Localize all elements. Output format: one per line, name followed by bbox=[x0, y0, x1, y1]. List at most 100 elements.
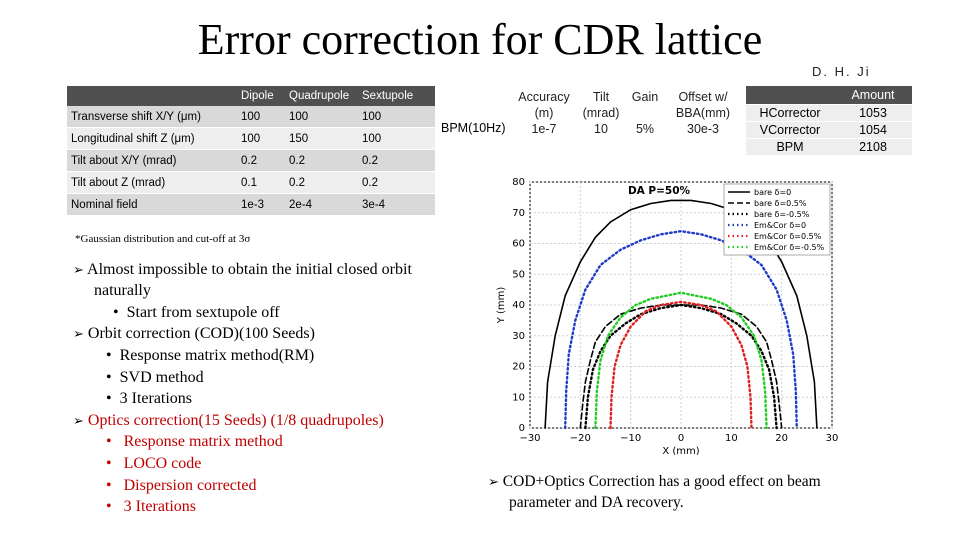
table-row: Tilt about X/Y (mrad) 0.2 0.2 0.2 bbox=[67, 149, 435, 172]
corrector-header-blank bbox=[746, 86, 834, 105]
corrector-amount: 1054 bbox=[834, 121, 912, 139]
x-tick-label: −10 bbox=[620, 433, 641, 444]
quadrupole-value: 0.2 bbox=[285, 149, 358, 172]
error-table-header-dipole: Dipole bbox=[237, 86, 285, 106]
bullet-1-cont: naturally bbox=[94, 282, 151, 299]
bullet-4-text: COD+Optics Correction has a good effect … bbox=[502, 473, 821, 490]
bpm-tilt-header: Tilt bbox=[592, 90, 610, 104]
y-tick-label: 60 bbox=[512, 239, 525, 250]
bpm-gain-value: 5% bbox=[635, 122, 655, 136]
bpm-tilt-col: Tilt (mrad) 10 bbox=[576, 89, 626, 137]
sub-bullet-text: LOCO code bbox=[123, 455, 202, 472]
bullet-1-text: Almost impossible to obtain the initial … bbox=[87, 261, 412, 278]
y-tick-label: 30 bbox=[512, 331, 525, 342]
legend-entry: bare δ=-0.5% bbox=[754, 210, 810, 219]
bpm-offset-value: 30e-3 bbox=[687, 122, 719, 136]
y-tick-label: 70 bbox=[512, 208, 525, 219]
dipole-value: 0.2 bbox=[237, 149, 285, 172]
row-label: Tilt about Z (mrad) bbox=[67, 171, 237, 194]
bpm-offset-col: Offset w/ BBA(mm) 30e-3 bbox=[668, 89, 738, 137]
legend-entry: Em&Cor δ=-0.5% bbox=[754, 243, 825, 252]
x-tick-label: 30 bbox=[826, 433, 839, 444]
table-row: BPM 2108 bbox=[746, 138, 912, 155]
sextupole-value: 3e-4 bbox=[358, 193, 435, 216]
sub-bullet-text: Start from sextupole off bbox=[126, 304, 280, 321]
corrector-name: VCorrector bbox=[746, 121, 834, 139]
error-table-header-label bbox=[67, 86, 237, 106]
x-tick-label: −20 bbox=[570, 433, 591, 444]
sextupole-value: 0.2 bbox=[358, 149, 435, 172]
bullet-2: ➢ Orbit correction (COD)(100 Seeds) bbox=[73, 323, 315, 345]
table-row: Nominal field 1e-3 2e-4 3e-4 bbox=[67, 193, 435, 216]
arrow-bullet-icon: ➢ bbox=[73, 263, 84, 278]
corrector-table-header: Amount bbox=[746, 86, 912, 105]
quadrupole-value: 2e-4 bbox=[285, 193, 358, 216]
x-tick-label: 10 bbox=[725, 433, 738, 444]
y-axis-label: Y (mm) bbox=[496, 287, 507, 325]
row-label: Nominal field bbox=[67, 193, 237, 216]
corrector-header-amount: Amount bbox=[851, 88, 895, 102]
bpm-tilt-value: 10 bbox=[594, 122, 608, 136]
series-line-1 bbox=[579, 304, 783, 429]
dipole-value: 0.1 bbox=[237, 171, 285, 194]
sub-bullet: • Response matrix method bbox=[106, 433, 283, 450]
sextupole-value: 100 bbox=[358, 127, 435, 150]
dipole-value: 1e-3 bbox=[237, 193, 285, 216]
legend-box bbox=[723, 183, 831, 256]
error-table-header-quadrupole: Quadrupole bbox=[285, 86, 358, 106]
sub-bullet: • SVD method bbox=[106, 369, 204, 386]
table-row: HCorrector 1053 bbox=[746, 104, 912, 122]
series-line-3 bbox=[563, 229, 798, 430]
sub-bullet-text: Response matrix method(RM) bbox=[119, 347, 315, 364]
corrector-name: HCorrector bbox=[746, 104, 834, 122]
arrow-bullet-icon: ➢ bbox=[73, 414, 84, 429]
sextupole-value: 0.2 bbox=[358, 171, 435, 194]
row-label: Transverse shift X/Y (μm) bbox=[67, 106, 237, 128]
y-tick-label: 10 bbox=[512, 392, 525, 403]
y-tick-label: 0 bbox=[519, 423, 525, 434]
corrector-table-header-bg bbox=[746, 86, 912, 104]
dipole-value: 100 bbox=[237, 127, 285, 150]
series-line-4 bbox=[609, 300, 753, 430]
legend-entry: bare δ=0.5% bbox=[754, 199, 807, 208]
sub-bullet-text: Dispersion corrected bbox=[123, 477, 257, 494]
y-tick-label: 20 bbox=[512, 362, 525, 373]
sub-bullet-text: Response matrix method bbox=[123, 433, 283, 450]
y-tick-label: 50 bbox=[512, 269, 525, 280]
bpm-accuracy-value: 1e-7 bbox=[531, 122, 557, 136]
bullet-2-text: Orbit correction (COD)(100 Seeds) bbox=[87, 325, 315, 342]
author: D. H. Ji bbox=[812, 64, 871, 79]
series-line-5 bbox=[594, 291, 768, 430]
bpm-accuracy-header: Accuracy bbox=[518, 90, 570, 104]
sub-bullet: • Response matrix method(RM) bbox=[106, 347, 315, 364]
quadrupole-value: 150 bbox=[285, 127, 358, 150]
table-row: Longitudinal shift Z (μm) 100 150 100 bbox=[67, 127, 435, 150]
arrow-bullet-icon: ➢ bbox=[488, 475, 499, 490]
bpm-offset-unit: BBA(mm) bbox=[675, 106, 731, 120]
sub-bullet-text: 3 Iterations bbox=[123, 498, 197, 515]
sub-bullet: • Start from sextupole off bbox=[113, 304, 280, 321]
bpm-accuracy-col: Accuracy (m) 1e-7 bbox=[512, 89, 576, 137]
y-tick-label: 40 bbox=[512, 300, 525, 311]
quadrupole-value: 100 bbox=[285, 106, 358, 128]
chart-title: DA P=50% bbox=[628, 185, 691, 197]
row-label: Longitudinal shift Z (μm) bbox=[67, 127, 237, 150]
error-table: Dipole Quadrupole Sextupole Transverse s… bbox=[67, 86, 435, 216]
table-row: VCorrector 1054 bbox=[746, 121, 912, 139]
bpm-gain-header: Gain bbox=[631, 90, 659, 104]
x-axis-label: X (mm) bbox=[662, 446, 699, 455]
bullet-1: ➢ Almost impossible to obtain the initia… bbox=[73, 259, 412, 281]
da-plot: −30 −20 −10 0 10 20 30 0 10 20 30 40 50 60 70 80 X (mm) Y… bbox=[496, 177, 839, 455]
dipole-value: 100 bbox=[237, 106, 285, 128]
legend-entry: Em&Cor δ=0.5% bbox=[754, 232, 822, 241]
corrector-table: Amount HCorrector 1053 VCorrector 1054 B… bbox=[746, 86, 912, 155]
bullet-3: ➢ Optics correction(15 Seeds) (1/8 quadr… bbox=[73, 410, 384, 432]
sub-bullet: • LOCO code bbox=[106, 455, 202, 472]
series-line-2 bbox=[584, 303, 778, 430]
corrector-amount: 1053 bbox=[834, 104, 912, 122]
corrector-name: BPM bbox=[746, 138, 834, 155]
bpm-offset-header: Offset w/ bbox=[678, 90, 728, 104]
y-tick-label: 80 bbox=[512, 177, 525, 188]
x-tick-label: 0 bbox=[678, 433, 684, 444]
quadrupole-value: 0.2 bbox=[285, 171, 358, 194]
